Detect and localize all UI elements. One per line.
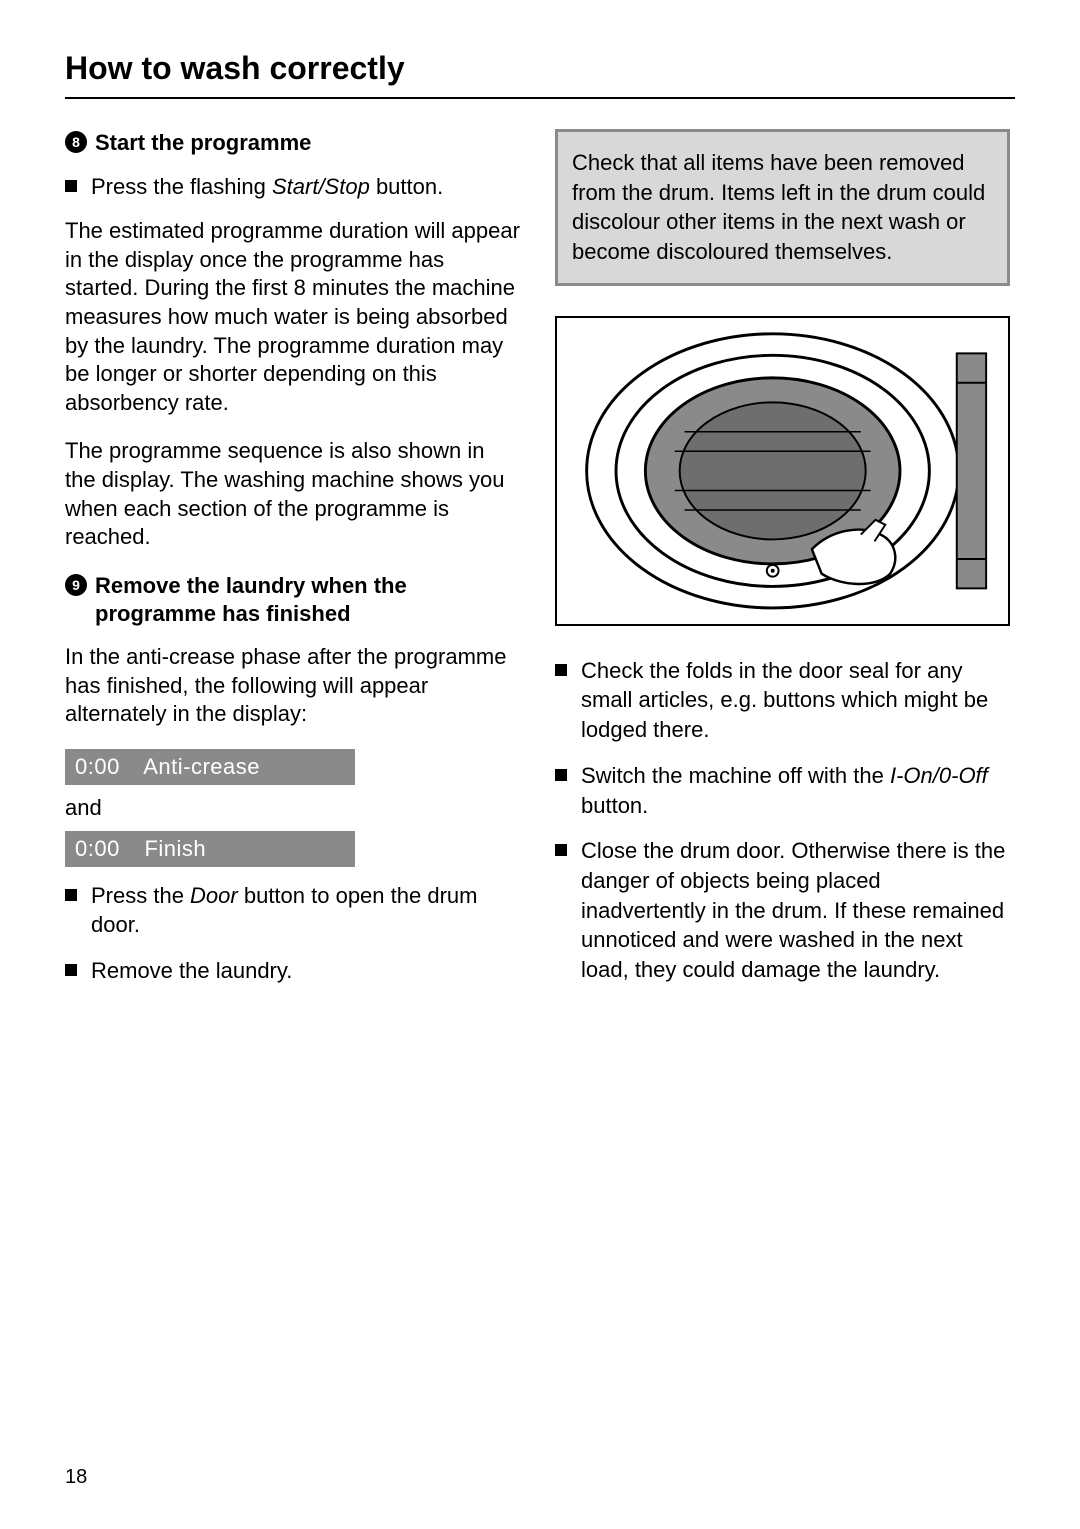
right-bullet-2: Switch the machine off with the I-On/0-O… [555, 761, 1010, 820]
step-number-8: 8 [65, 131, 87, 153]
display-text: Finish [144, 836, 206, 861]
step-9-bullets: Press the Door button to open the drum d… [65, 881, 520, 986]
text: button. [370, 174, 443, 199]
door-illustration-svg [566, 324, 999, 618]
step-9-bullet-2: Remove the laundry. [65, 956, 520, 986]
onoff-label: I-On/0-Off [890, 763, 988, 788]
display-time: 0:00 [75, 836, 120, 861]
text: button. [581, 793, 648, 818]
step-8-bullets: Press the flashing Start/Stop button. [65, 172, 520, 202]
content-columns: 8 Start the programme Press the flashing… [65, 129, 1015, 1002]
lcd-display-finish: 0:00 Finish [65, 831, 355, 867]
step-9-title: Remove the laundry when the programme ha… [95, 572, 520, 629]
right-bullets: Check the folds in the door seal for any… [555, 656, 1010, 985]
step-number-9: 9 [65, 574, 87, 596]
right-column: Check that all items have been removed f… [555, 129, 1010, 1002]
text: Press the [91, 883, 190, 908]
right-bullet-3: Close the drum door. Otherwise there is … [555, 836, 1010, 984]
step-8-bullet-1: Press the flashing Start/Stop button. [65, 172, 520, 202]
display-time: 0:00 [75, 754, 120, 779]
warning-callout: Check that all items have been removed f… [555, 129, 1010, 286]
lcd-display-anticrease: 0:00 Anti-crease [65, 749, 355, 785]
start-stop-label: Start/Stop [272, 174, 370, 199]
step-8-title: Start the programme [95, 129, 311, 158]
step-8-para-1: The estimated programme duration will ap… [65, 217, 520, 417]
left-column: 8 Start the programme Press the flashing… [65, 129, 520, 1002]
right-bullet-1: Check the folds in the door seal for any… [555, 656, 1010, 745]
text: Switch the machine off with the [581, 763, 890, 788]
washing-machine-door-figure [555, 316, 1010, 626]
step-9-heading: 9 Remove the laundry when the programme … [65, 572, 520, 629]
display-text: Anti-crease [143, 754, 260, 779]
door-label: Door [190, 883, 238, 908]
step-8-heading: 8 Start the programme [65, 129, 520, 158]
page-number: 18 [65, 1466, 87, 1489]
and-separator: and [65, 795, 520, 821]
step-9-para-1: In the anti-crease phase after the progr… [65, 643, 520, 729]
step-8-para-2: The programme sequence is also shown in … [65, 437, 520, 551]
page-title: How to wash correctly [65, 50, 1015, 99]
text: Press the flashing [91, 174, 272, 199]
step-9-bullet-1: Press the Door button to open the drum d… [65, 881, 520, 940]
